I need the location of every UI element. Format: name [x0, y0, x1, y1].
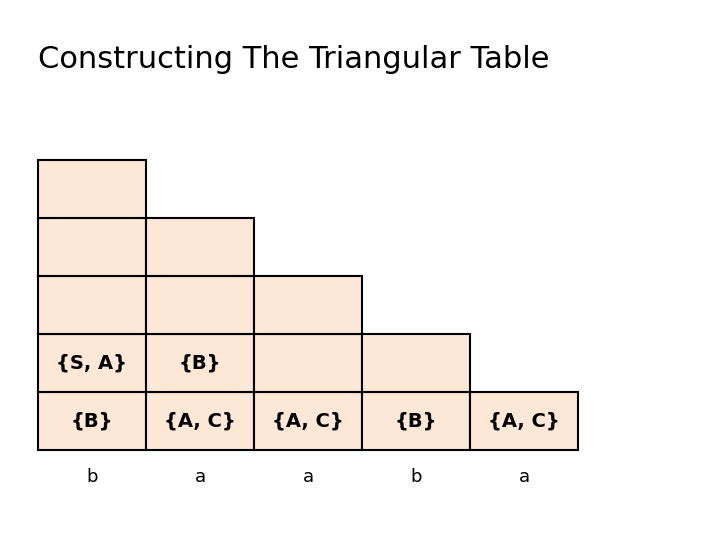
Bar: [38, 160, 146, 218]
Bar: [362, 392, 470, 450]
Bar: [38, 276, 146, 334]
Text: {A, C}: {A, C}: [272, 411, 344, 430]
Text: {A, C}: {A, C}: [488, 411, 560, 430]
Bar: [254, 334, 362, 392]
Bar: [38, 392, 146, 450]
Bar: [254, 392, 362, 450]
Text: a: a: [302, 468, 314, 486]
Text: {B}: {B}: [71, 411, 113, 430]
Bar: [38, 334, 146, 392]
Bar: [146, 392, 254, 450]
Bar: [146, 334, 254, 392]
Text: {B}: {B}: [395, 411, 437, 430]
Text: {B}: {B}: [179, 354, 221, 373]
Text: a: a: [194, 468, 206, 486]
Text: b: b: [410, 468, 422, 486]
Bar: [146, 218, 254, 276]
Text: b: b: [86, 468, 98, 486]
Text: Constructing The Triangular Table: Constructing The Triangular Table: [38, 45, 549, 75]
Bar: [470, 392, 578, 450]
Bar: [146, 276, 254, 334]
Bar: [254, 276, 362, 334]
Text: {A, C}: {A, C}: [164, 411, 236, 430]
Bar: [38, 218, 146, 276]
Text: a: a: [518, 468, 530, 486]
Text: {S, A}: {S, A}: [56, 354, 127, 373]
Bar: [362, 334, 470, 392]
